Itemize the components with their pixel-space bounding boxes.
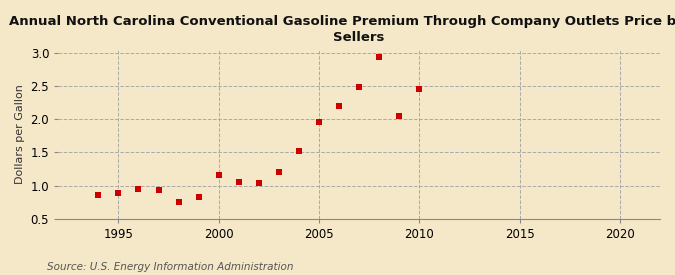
Point bbox=[414, 86, 425, 91]
Point bbox=[394, 114, 404, 119]
Title: Annual North Carolina Conventional Gasoline Premium Through Company Outlets Pric: Annual North Carolina Conventional Gasol… bbox=[9, 15, 675, 44]
Point bbox=[253, 181, 264, 185]
Text: Source: U.S. Energy Information Administration: Source: U.S. Energy Information Administ… bbox=[47, 262, 294, 272]
Point bbox=[133, 187, 144, 191]
Point bbox=[333, 104, 344, 108]
Point bbox=[213, 173, 224, 177]
Point bbox=[193, 195, 204, 200]
Point bbox=[294, 149, 304, 153]
Point bbox=[273, 170, 284, 174]
Point bbox=[354, 85, 364, 89]
Point bbox=[93, 192, 104, 197]
Y-axis label: Dollars per Gallon: Dollars per Gallon bbox=[15, 84, 25, 184]
Point bbox=[314, 120, 325, 124]
Point bbox=[234, 179, 244, 184]
Point bbox=[113, 191, 124, 196]
Point bbox=[173, 200, 184, 204]
Point bbox=[374, 55, 385, 59]
Point bbox=[153, 188, 164, 192]
